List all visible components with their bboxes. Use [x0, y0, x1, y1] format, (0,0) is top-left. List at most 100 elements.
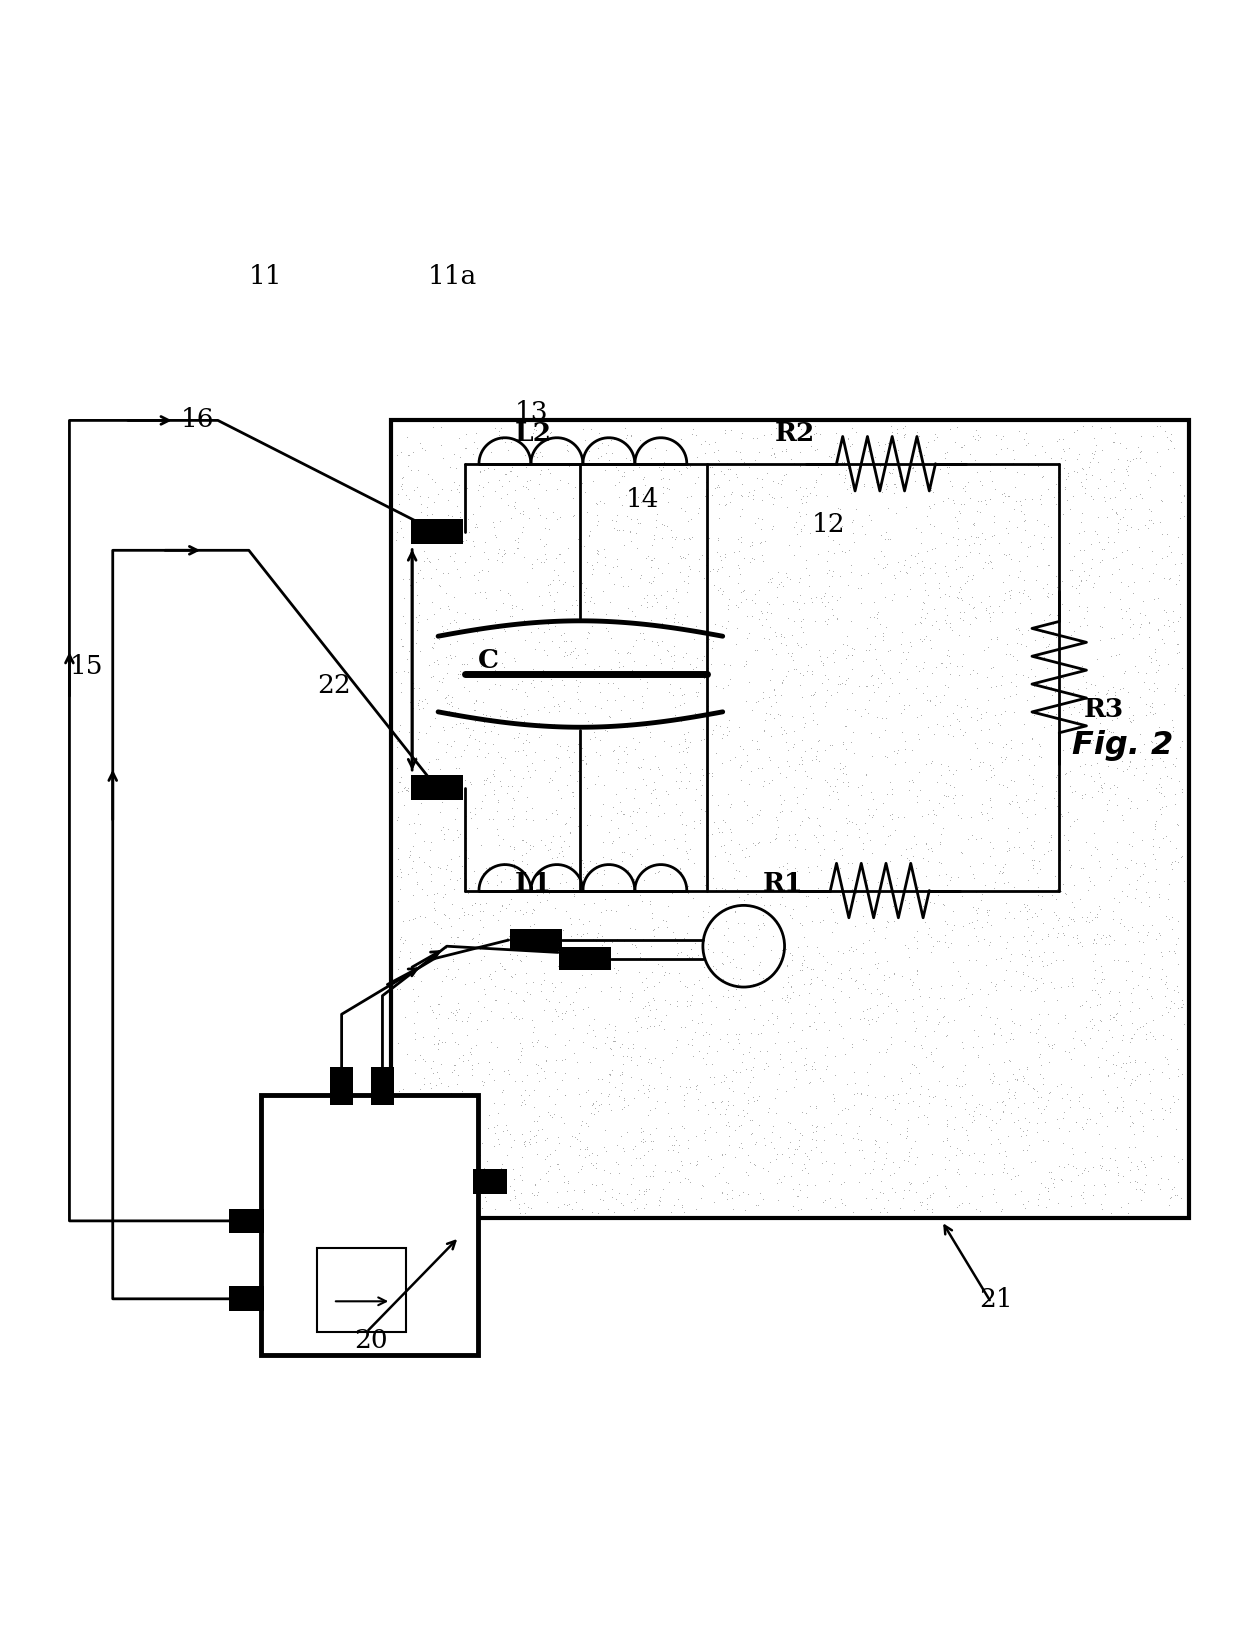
Text: Fig. 2: Fig. 2 [1071, 730, 1173, 762]
Point [574, 533, 594, 559]
Point [410, 1122, 430, 1148]
Point [790, 564, 810, 591]
Point [954, 599, 973, 625]
Point [1168, 609, 1188, 635]
Point [749, 577, 769, 604]
Point [1001, 546, 1021, 572]
Point [466, 686, 486, 712]
Point [460, 1188, 480, 1214]
Point [1164, 989, 1184, 1015]
Point [811, 421, 831, 447]
Point [894, 693, 914, 719]
Point [409, 719, 429, 745]
Point [802, 1056, 822, 1082]
Point [899, 1107, 919, 1133]
Point [787, 1135, 807, 1161]
Point [479, 456, 498, 482]
Point [782, 1010, 802, 1036]
Point [485, 1068, 505, 1094]
Point [418, 502, 438, 528]
Point [842, 642, 862, 668]
Point [837, 457, 857, 484]
Point [1162, 540, 1182, 566]
Point [614, 610, 634, 637]
Point [1083, 929, 1102, 956]
Point [926, 801, 946, 827]
Point [678, 734, 698, 760]
Point [756, 605, 776, 632]
Point [1148, 615, 1168, 642]
Point [712, 819, 732, 846]
Point [471, 653, 491, 679]
Point [588, 1066, 608, 1092]
Point [817, 610, 837, 637]
Point [686, 1152, 706, 1178]
Point [784, 1176, 804, 1202]
Point [560, 638, 580, 665]
Point [831, 584, 851, 610]
Point [563, 989, 583, 1015]
Point [621, 1045, 641, 1071]
Point [546, 1020, 565, 1046]
Point [786, 521, 806, 548]
Point [625, 916, 645, 943]
Point [549, 693, 569, 719]
Point [564, 600, 584, 627]
Point [497, 924, 517, 951]
Point [425, 469, 445, 495]
Point [980, 785, 999, 811]
Point [976, 597, 996, 623]
Point [686, 655, 706, 681]
Point [432, 1148, 451, 1175]
Point [626, 627, 646, 653]
Point [1085, 977, 1105, 1003]
Point [864, 939, 884, 966]
Point [720, 747, 740, 773]
Point [897, 1079, 916, 1105]
Point [971, 704, 991, 730]
Point [465, 581, 485, 607]
Point [897, 559, 916, 586]
Point [536, 477, 556, 503]
Point [1153, 1105, 1173, 1132]
Point [897, 666, 916, 693]
Point [596, 1138, 616, 1165]
Point [387, 755, 407, 781]
Point [636, 582, 656, 609]
Point [1008, 819, 1028, 846]
Point [583, 1017, 603, 1043]
Point [403, 832, 423, 859]
Point [790, 533, 810, 559]
Point [1130, 862, 1149, 888]
Point [1012, 799, 1032, 826]
Point [613, 801, 632, 827]
Point [892, 650, 911, 676]
Point [1104, 429, 1123, 456]
Point [624, 1084, 644, 1110]
Point [557, 811, 577, 837]
Point [410, 1041, 430, 1068]
Point [925, 561, 945, 587]
Point [932, 795, 952, 821]
Point [444, 1000, 464, 1026]
Point [1014, 508, 1034, 535]
Point [1044, 785, 1064, 811]
Point [857, 995, 877, 1022]
Point [1166, 791, 1185, 818]
Point [506, 1003, 526, 1030]
Point [594, 1133, 614, 1160]
Point [699, 558, 719, 584]
Point [905, 1150, 925, 1176]
Point [833, 1025, 853, 1051]
Point [776, 461, 796, 487]
Point [811, 842, 831, 869]
Point [799, 854, 818, 880]
Point [656, 658, 676, 684]
Point [485, 671, 505, 697]
Point [805, 1056, 825, 1082]
Point [1142, 1007, 1162, 1033]
Point [976, 490, 996, 517]
Point [889, 658, 909, 684]
Point [1091, 436, 1111, 462]
Point [665, 642, 684, 668]
